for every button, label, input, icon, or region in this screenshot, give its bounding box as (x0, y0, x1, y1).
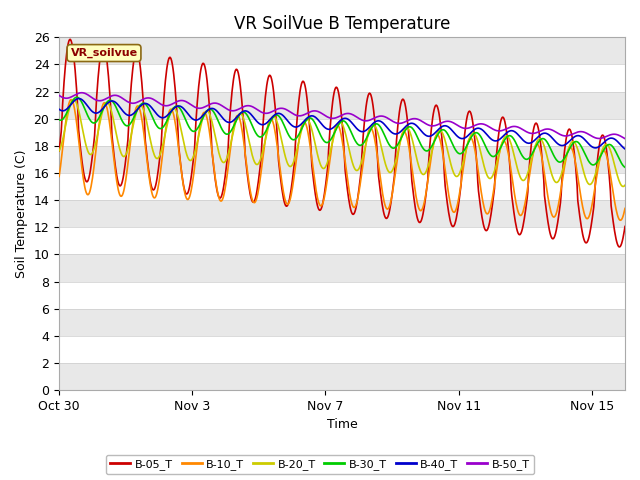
B-50_T (621, 136, 629, 142)
B-10_T (349, 204, 356, 209)
B-10_T (132, 105, 140, 110)
B-20_T (488, 173, 496, 179)
B-40_T (132, 108, 140, 114)
B-10_T (621, 205, 629, 211)
Bar (59, 37, 625, 64)
B-05_T (349, 212, 356, 217)
B-40_T (75, 96, 83, 101)
B-20_T (70, 97, 77, 103)
B-05_T (621, 224, 629, 229)
X-axis label: Time: Time (326, 419, 358, 432)
Line: B-50_T: B-50_T (59, 93, 625, 139)
B-50_T (171, 100, 179, 106)
B-05_T (488, 202, 496, 208)
B-30_T (349, 133, 356, 139)
B-10_T (120, 185, 128, 191)
B-30_T (120, 121, 128, 127)
Text: VR_soilvue: VR_soilvue (70, 48, 138, 58)
B-10_T (488, 195, 496, 201)
B-05_T (67, 36, 74, 42)
Line: B-30_T: B-30_T (59, 97, 625, 168)
B-10_T (55, 174, 63, 180)
B-05_T (616, 244, 623, 250)
Line: B-05_T: B-05_T (59, 39, 625, 247)
B-50_T (55, 93, 63, 98)
B-05_T (120, 167, 128, 173)
B-20_T (397, 137, 404, 143)
B-20_T (621, 182, 629, 188)
Bar (59, 146, 625, 173)
B-40_T (120, 110, 128, 116)
B-20_T (349, 161, 356, 167)
B-30_T (73, 95, 81, 100)
Line: B-10_T: B-10_T (59, 99, 625, 220)
B-10_T (67, 96, 75, 102)
B-20_T (120, 154, 128, 159)
B-05_T (171, 78, 179, 84)
B-05_T (132, 48, 140, 54)
B-40_T (488, 137, 496, 143)
Legend: B-05_T, B-10_T, B-20_T, B-30_T, B-40_T, B-50_T: B-05_T, B-10_T, B-20_T, B-30_T, B-40_T, … (106, 455, 534, 474)
Bar (59, 363, 625, 390)
B-50_T (488, 126, 496, 132)
Bar (59, 200, 625, 228)
Line: B-40_T: B-40_T (59, 98, 625, 149)
B-40_T (397, 129, 404, 134)
B-20_T (55, 148, 63, 154)
B-40_T (171, 105, 179, 111)
B-30_T (488, 154, 496, 159)
B-10_T (616, 217, 624, 223)
Y-axis label: Soil Temperature (C): Soil Temperature (C) (15, 149, 28, 278)
B-10_T (397, 136, 404, 142)
B-30_T (397, 136, 404, 142)
B-30_T (171, 104, 179, 110)
B-20_T (171, 106, 179, 111)
Line: B-20_T: B-20_T (59, 100, 625, 186)
B-10_T (171, 115, 179, 121)
B-30_T (132, 109, 140, 115)
B-30_T (621, 165, 629, 170)
B-50_T (132, 100, 140, 106)
B-20_T (619, 183, 627, 189)
B-05_T (55, 148, 63, 154)
B-50_T (397, 120, 404, 126)
B-50_T (349, 112, 356, 118)
B-40_T (55, 107, 63, 112)
B-20_T (132, 110, 140, 116)
Bar (59, 309, 625, 336)
Bar (59, 254, 625, 282)
B-40_T (349, 121, 356, 127)
B-50_T (120, 97, 128, 103)
B-30_T (55, 117, 63, 123)
B-05_T (397, 101, 404, 107)
Bar (59, 92, 625, 119)
Title: VR SoilVue B Temperature: VR SoilVue B Temperature (234, 15, 451, 33)
B-40_T (621, 146, 629, 152)
B-50_T (77, 90, 85, 96)
